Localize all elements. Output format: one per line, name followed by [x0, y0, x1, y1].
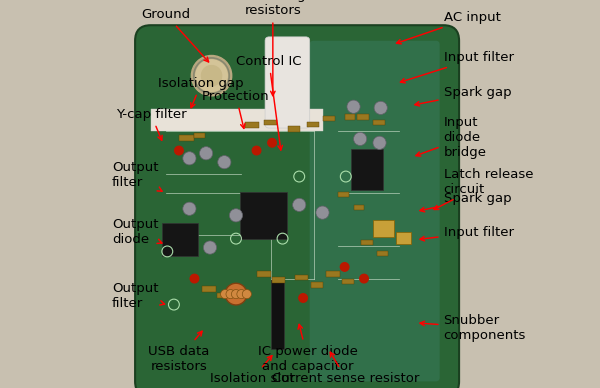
Circle shape [203, 241, 217, 254]
Text: Protection: Protection [202, 90, 270, 128]
Circle shape [299, 294, 307, 302]
Circle shape [360, 274, 368, 283]
Text: AC input: AC input [397, 11, 500, 44]
Bar [338, 192, 349, 197]
Bar [311, 282, 323, 288]
Bar [257, 271, 271, 277]
Text: Y-cap filter: Y-cap filter [116, 108, 187, 140]
Circle shape [316, 206, 329, 219]
FancyBboxPatch shape [135, 25, 459, 388]
Circle shape [242, 289, 251, 299]
Circle shape [268, 139, 277, 147]
Bar [377, 251, 388, 256]
Bar [353, 205, 364, 210]
Circle shape [183, 202, 196, 215]
Bar [323, 116, 335, 121]
Text: Isolation gap: Isolation gap [158, 77, 244, 108]
Bar [358, 114, 369, 120]
Circle shape [191, 55, 232, 96]
FancyBboxPatch shape [240, 192, 287, 239]
Bar [202, 286, 216, 292]
Bar [342, 279, 355, 284]
Bar [344, 114, 355, 120]
Text: Output
diode: Output diode [112, 218, 162, 246]
Text: Spark gap: Spark gap [420, 192, 511, 212]
Circle shape [232, 289, 241, 299]
Bar [179, 135, 194, 141]
Bar [373, 220, 394, 237]
Text: Latch release
circuit: Latch release circuit [434, 168, 533, 210]
Circle shape [229, 209, 242, 222]
Text: USB data
resistors: USB data resistors [148, 331, 209, 372]
Circle shape [200, 147, 212, 160]
Bar [245, 122, 259, 128]
Text: Control IC: Control IC [236, 55, 302, 150]
Circle shape [196, 60, 227, 92]
Bar [265, 120, 277, 125]
Bar [361, 240, 373, 245]
Text: Input
diode
bridge: Input diode bridge [416, 116, 487, 159]
Text: IC power diode
and capacitor: IC power diode and capacitor [258, 324, 358, 372]
Bar [396, 232, 411, 244]
Text: Isolation slot: Isolation slot [211, 356, 295, 385]
Circle shape [237, 289, 246, 299]
Circle shape [293, 198, 306, 211]
Circle shape [221, 289, 230, 299]
Text: Line voltage
resistors: Line voltage resistors [232, 0, 314, 96]
FancyBboxPatch shape [351, 149, 383, 190]
Circle shape [373, 136, 386, 149]
Bar [272, 277, 285, 283]
Text: Ground: Ground [142, 8, 209, 62]
Circle shape [175, 146, 183, 155]
FancyBboxPatch shape [265, 37, 310, 128]
Text: Output
filter: Output filter [112, 282, 164, 310]
Bar [194, 133, 205, 138]
Circle shape [202, 66, 221, 86]
Bar [151, 109, 323, 131]
Circle shape [252, 146, 261, 155]
Circle shape [183, 152, 196, 165]
Circle shape [229, 286, 238, 294]
Circle shape [226, 289, 235, 299]
Text: Current sense resistor: Current sense resistor [272, 352, 419, 385]
Text: Spark gap: Spark gap [415, 86, 511, 106]
Circle shape [190, 274, 199, 283]
Bar [295, 275, 308, 280]
Bar [271, 277, 284, 349]
Text: Snubber
components: Snubber components [420, 314, 526, 342]
Bar [287, 126, 300, 132]
Circle shape [374, 101, 388, 114]
Text: Output
filter: Output filter [112, 161, 162, 191]
Bar [307, 122, 319, 127]
FancyBboxPatch shape [162, 223, 197, 256]
Bar [373, 120, 385, 125]
Circle shape [347, 100, 360, 113]
Bar [217, 293, 230, 298]
Text: Input filter: Input filter [420, 225, 514, 241]
Circle shape [218, 156, 231, 169]
Circle shape [353, 132, 367, 146]
Bar [326, 271, 340, 277]
Circle shape [225, 283, 247, 305]
Text: Input filter: Input filter [400, 51, 514, 83]
Circle shape [340, 263, 349, 271]
FancyBboxPatch shape [310, 41, 440, 381]
